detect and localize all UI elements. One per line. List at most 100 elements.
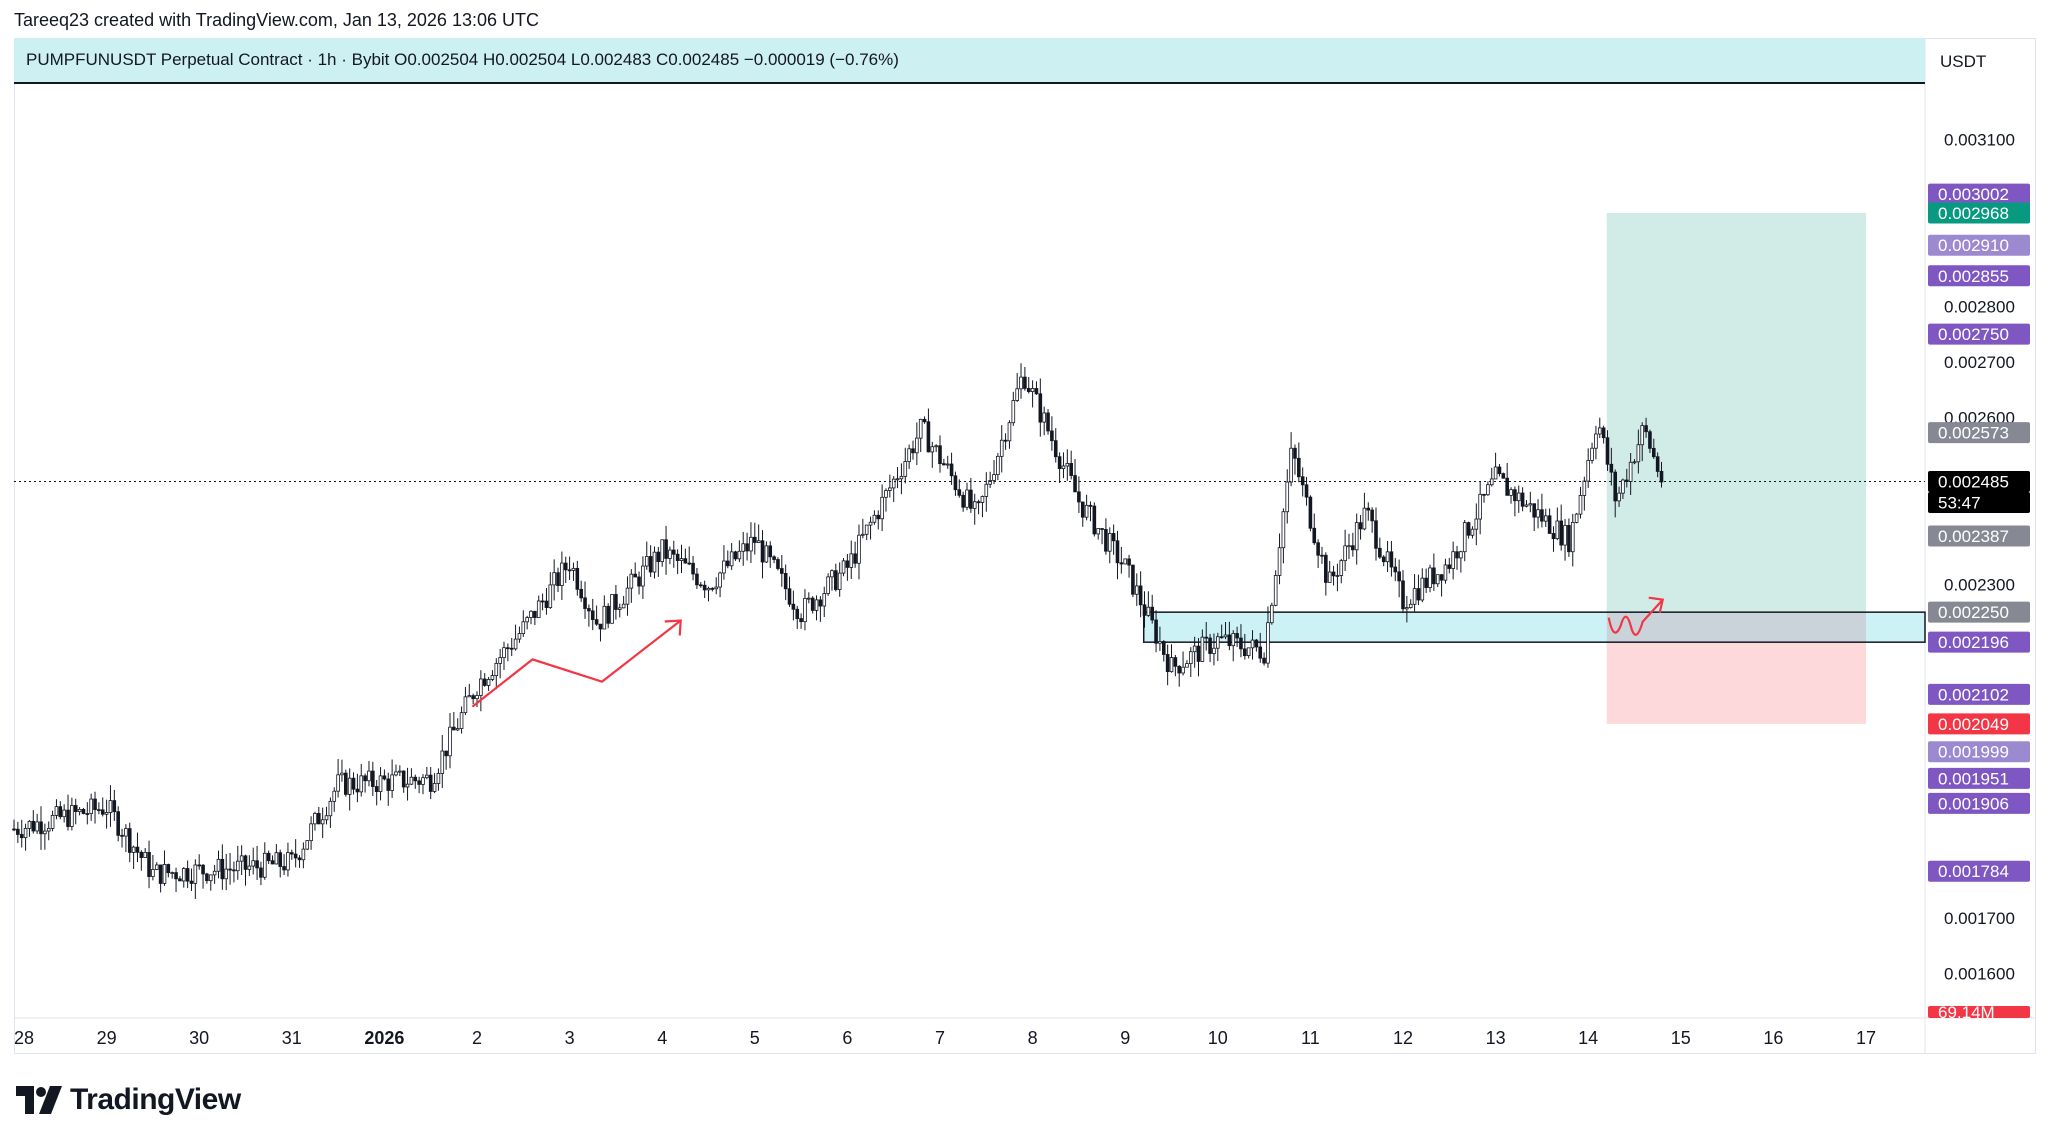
candle-body [1397,571,1401,582]
price-label-text: 0.002573 [1938,424,2009,443]
candle-body [1428,567,1432,588]
candle-body [1497,466,1502,475]
candle-body [475,695,479,700]
drawn-bounce-arrow-head [1648,596,1665,613]
candle-body [1347,545,1351,548]
candle-body [1111,533,1116,542]
candle-body [988,480,992,485]
currency-unit[interactable]: USDT [1940,52,1987,71]
candle-body [915,437,919,454]
candle-body [1624,479,1629,482]
candle-body [1370,509,1374,522]
date-tick-label: 11 [1301,1028,1320,1048]
candle-body [1216,636,1220,649]
candle-body [1061,465,1066,470]
date-tick-label: 16 [1763,1028,1783,1048]
candle-body [297,857,302,861]
candle-body [1474,518,1479,530]
candle-body [629,573,634,589]
candle-body [1331,571,1336,577]
candle-body [1127,558,1131,566]
price-label-badge [1928,525,2030,547]
candle-body [1057,456,1062,470]
candles [12,363,1664,899]
candle-body [1177,665,1182,674]
candle-body [992,474,996,481]
candle-body [1324,554,1328,583]
candle-body [1574,513,1579,523]
candle-body [849,553,854,568]
candle-body [455,728,460,731]
price-label-badge [1928,860,2030,882]
candle-body [938,445,942,465]
candle-body [845,560,850,568]
tradingview-logo: TradingView [16,1080,241,1120]
candle-body [1258,646,1263,659]
candle-body [1188,651,1193,664]
candle-body [1204,636,1209,639]
candle-body [818,599,823,607]
candle-body [953,475,958,491]
candle-body [834,570,838,590]
candle-body [922,418,927,423]
candle-body [1644,425,1648,433]
candle-body [100,809,105,815]
candle-body [1084,504,1089,518]
candle-body [1254,639,1259,648]
price-label-text: 0.002968 [1938,204,2009,223]
price-label-badge [1928,792,2030,814]
candle-body [1493,466,1498,480]
candle-body [81,809,86,814]
candle-body [1046,412,1050,432]
candle-body [621,603,626,609]
candle-body [1304,484,1309,498]
candle-body [648,556,653,573]
candle-body [868,521,873,526]
candle-body [178,878,182,882]
candle-body [50,815,55,829]
candle-body [556,572,560,586]
candle-body [1362,507,1367,530]
candle-body [1424,577,1428,588]
symbol-legend-bar[interactable]: PUMPFUNUSDT Perpetual Contract · 1h · By… [14,38,1925,84]
date-tick-label: 12 [1393,1028,1413,1048]
candle-body [513,638,518,650]
candle-body [710,587,715,590]
candle-body [479,678,483,696]
candle-body [1451,551,1455,569]
date-tick-label: 2 [472,1028,482,1048]
candle-body [498,657,502,664]
candle-body [795,608,800,619]
candle-body [112,800,117,813]
candle-body [104,812,109,815]
candle-body [822,593,827,607]
candle-body [1632,461,1637,464]
candle-body [1563,525,1567,546]
candle-body [803,598,807,623]
candle-body [772,556,776,560]
candle-body [73,805,78,812]
candle-body [1316,542,1320,556]
candle-body [942,463,946,466]
candle-body [1374,520,1378,549]
candle-body [467,695,472,698]
candle-body [725,560,730,567]
date-tick-label: 28 [14,1028,34,1048]
candle-body [1154,619,1158,644]
candle-body [1389,551,1394,568]
candle-body [930,446,935,453]
candle-body [1285,481,1290,513]
candle-body [309,823,313,842]
candle-body [1551,533,1556,540]
candle-body [135,846,140,853]
candle-body [401,770,406,788]
candle-body [344,772,348,795]
price-label-text: 53:47 [1938,494,1981,513]
candle-body [174,872,178,880]
candle-body [579,588,583,599]
candle-body [1200,636,1205,662]
price-label-text: 69.14M [1938,1003,1995,1022]
candle-body [255,860,259,869]
candle-body [170,872,174,874]
